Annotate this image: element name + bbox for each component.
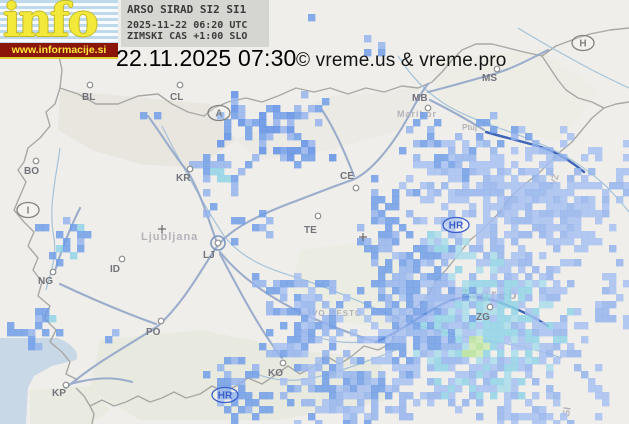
country-marker-h [571,34,595,52]
radar-utc-time: 2025-11-22 06:20 UTC [127,20,248,31]
city-marker-kr [186,165,194,173]
info-logo-text: info [3,0,98,43]
cross-symbol [158,225,166,233]
city-marker-bl [86,81,94,89]
city-marker-mb [424,104,432,112]
city-label-zg: ZG [476,312,490,323]
radar-timezone-note: ZIMSKI CAS +1:00 SLO [127,31,248,42]
place-name-si: SI [561,406,574,417]
city-marker-cl [176,81,184,89]
info-logo: info [0,0,118,43]
labels-layer: BL CL BO KR CE MB MS NG ID LJ TE PO KP KO ZG A I H HR HR [16,34,595,404]
local-timestamp: 22.11.2025 07:30 [116,45,297,71]
city-label-lj: LJ [203,250,215,261]
city-label-bo: BO [24,166,39,177]
country-code-a: A [215,109,222,120]
city-marker-ng [49,268,57,276]
site-link-text[interactable]: www.informacije.si [11,44,107,56]
city-marker-po [157,317,165,325]
city-label-kp: KP [52,388,66,399]
country-code-hr: HR [449,221,464,232]
city-label-po: PO [146,327,161,338]
city-marker-ko [279,359,287,367]
city-label-ko: KO [268,368,283,379]
city-label-kr: KR [176,173,191,184]
precipitation-layer [7,14,629,424]
city-marker-kp [62,381,70,389]
country-marker-a [207,104,231,122]
city-label-te: TE [304,225,317,236]
place-name-ljubljana: Ljubljana [141,231,198,243]
city-marker-te [314,212,322,220]
city-marker-ms [493,65,501,73]
city-label-cl: CL [170,92,183,103]
city-label-mb: MB [412,93,428,104]
city-label-id: ID [110,264,120,275]
radar-header-box: ARSO SIRAD SI2 SI1 2025-11-22 06:20 UTC … [121,0,269,47]
city-label-ce: CE [340,171,354,182]
country-marker-i [16,201,40,219]
city-marker-lj [214,239,222,247]
city-label-bl: BL [82,92,95,103]
country-code-hr: HR [218,391,233,402]
adriatic-sea [0,338,78,424]
city-marker-zg [486,303,494,311]
place-name-maribor: Maribor [397,109,437,119]
site-link-banner[interactable]: www.informacije.si [0,43,118,59]
city-marker-id [118,255,126,263]
watermark: © vreme.us & vreme.pro [296,50,507,71]
city-label-ms: MS [482,73,497,84]
cross-symbol [359,233,367,241]
country-code-h: H [579,39,586,50]
country-code-i: I [27,206,30,217]
country-marker-hr [211,386,239,404]
radar-title: ARSO SIRAD SI2 SI1 [127,3,247,16]
city-marker-bo [32,157,40,165]
city-marker-ce [352,184,360,192]
ljubljana-ring-road [210,235,226,251]
country-marker-hr [442,216,470,234]
city-label-ng: NG [38,276,53,287]
place-name-ptuj: Ptuj [462,123,477,132]
